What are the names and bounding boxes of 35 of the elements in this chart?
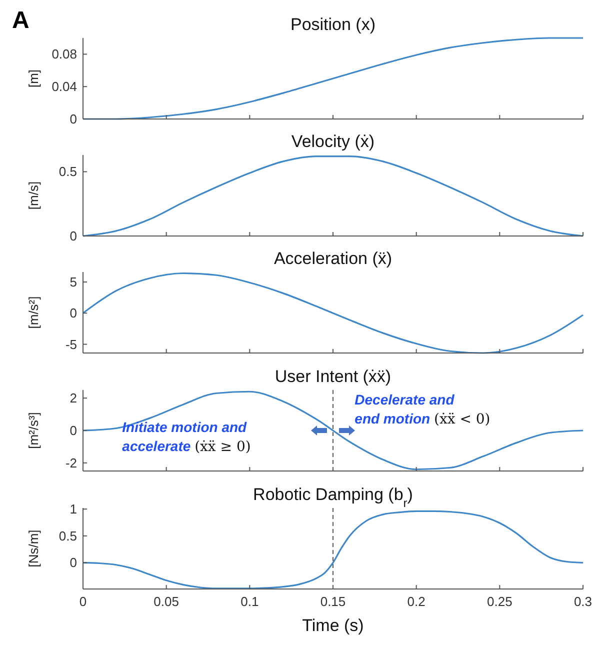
y-tick-label: 0.5 (58, 528, 77, 544)
y-tick-label: -2 (65, 455, 77, 470)
y-tick-label: 0 (70, 423, 77, 438)
x-tick-label: 0.25 (487, 594, 512, 609)
chart-title: Velocity (ẋ) (291, 132, 375, 151)
x-tick-label: 0.05 (154, 594, 179, 609)
x-axis-title: Time (s) (302, 616, 364, 635)
y-tick-label: 0 (70, 555, 77, 570)
annotation: Decelerate and end motion (ẋẍ < 0) (354, 392, 490, 428)
x-tick-label: 0.3 (574, 594, 592, 609)
y-axis-title: [Ns/m] (26, 530, 41, 568)
text: A (12, 7, 30, 34)
x-tick-label: 0.15 (320, 594, 346, 609)
x-tick-label: 0 (79, 594, 87, 609)
y-tick-label: 0 (70, 228, 77, 244)
y-tick-label: 0.04 (52, 79, 77, 94)
y-tick-label: -5 (65, 336, 77, 352)
annotation: Initiate motion and accelerate (ẋẍ ≥ 0) (122, 419, 251, 456)
y-tick-label: 0.5 (58, 164, 77, 180)
x-tick-label: 0.1 (240, 594, 259, 609)
y-tick-label: 0 (70, 112, 77, 126)
y-axis-title: [m/s²] (26, 296, 41, 329)
y-tick-label: 2 (70, 390, 77, 406)
y-tick-label: 5 (70, 274, 77, 290)
chart-title: User Intent (ẋẍ) (274, 367, 392, 386)
x-tick-label: 0.2 (407, 594, 426, 609)
y-tick-label: 0.08 (52, 46, 77, 62)
chart-title: Robotic Damping (b$_{r}$) (253, 485, 413, 510)
chart-title: Acceleration (ẍ) (274, 249, 392, 268)
y-axis-title: [m] (26, 69, 41, 88)
chart-title: Position (x) (290, 15, 376, 34)
y-tick-label: 1 (70, 502, 77, 517)
y-tick-label: 0 (70, 306, 77, 321)
y-axis-title: [m/s] (26, 181, 41, 210)
y-axis-title: [m²/s³] (26, 412, 41, 449)
